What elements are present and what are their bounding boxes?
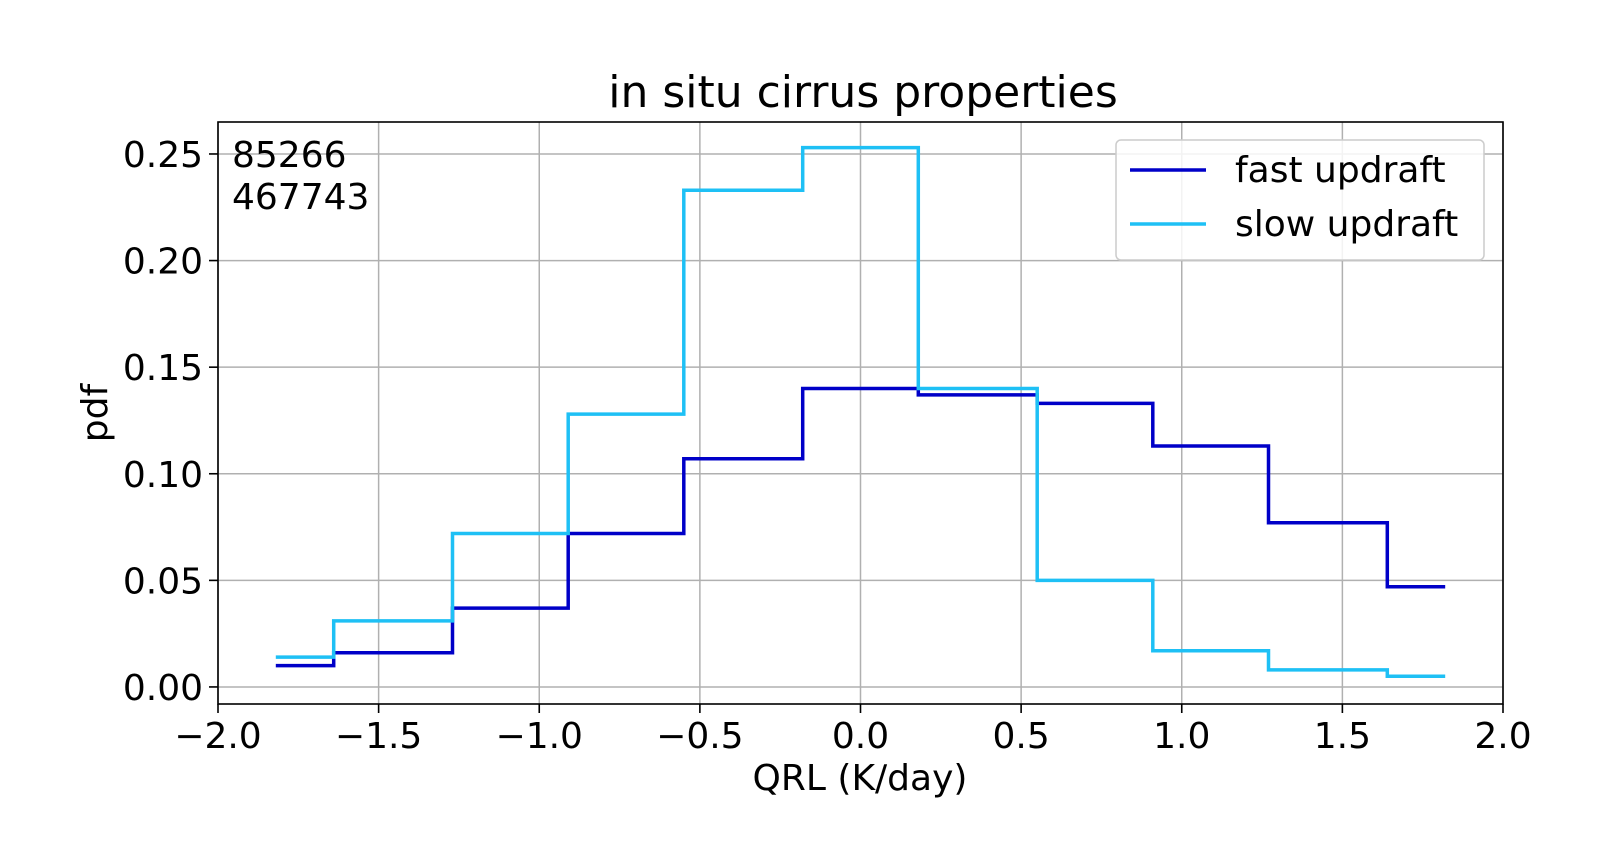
y-tick-label: 0.15 — [123, 348, 203, 389]
x-tick-label: 0.0 — [832, 716, 889, 757]
y-tick-label: 0.05 — [123, 561, 203, 602]
legend-frame — [1115, 139, 1485, 261]
y-tick-label: 0.00 — [123, 668, 203, 709]
x-tick-label: 1.5 — [1314, 716, 1371, 757]
series-group — [275, 145, 1446, 679]
x-tick-label: −1.0 — [496, 716, 583, 757]
legend-label-slow: slow updraft — [1235, 204, 1458, 245]
y-axis-ticks: 0.00 0.05 0.10 0.15 0.20 0.25 — [123, 135, 218, 709]
x-tick-label: 2.0 — [1474, 716, 1531, 757]
x-tick-label: −2.0 — [174, 716, 261, 757]
y-tick-label: 0.20 — [123, 242, 203, 283]
x-tick-label: −1.5 — [335, 716, 422, 757]
series-line-fast-updraft — [275, 386, 1446, 668]
legend: fast updraft slow updraft — [1115, 139, 1485, 261]
annotation-count-1: 85266 — [232, 135, 347, 176]
annotation-count-2: 467743 — [232, 177, 369, 218]
x-tick-label: 0.5 — [992, 716, 1049, 757]
x-tick-label: 1.0 — [1153, 716, 1210, 757]
chart-title: in situ cirrus properties — [608, 67, 1118, 118]
x-tick-label: −0.5 — [656, 716, 743, 757]
legend-label-fast: fast updraft — [1235, 150, 1446, 191]
y-tick-label: 0.25 — [123, 135, 203, 176]
x-axis-label: QRL (K/day) — [753, 758, 968, 799]
x-axis-ticks: −2.0 −1.5 −1.0 −0.5 0.0 0.5 1.0 1.5 2.0 — [174, 704, 1532, 757]
y-axis-label: pdf — [75, 382, 116, 442]
y-tick-label: 0.10 — [123, 455, 203, 496]
series-line-slow-updraft — [275, 145, 1446, 679]
